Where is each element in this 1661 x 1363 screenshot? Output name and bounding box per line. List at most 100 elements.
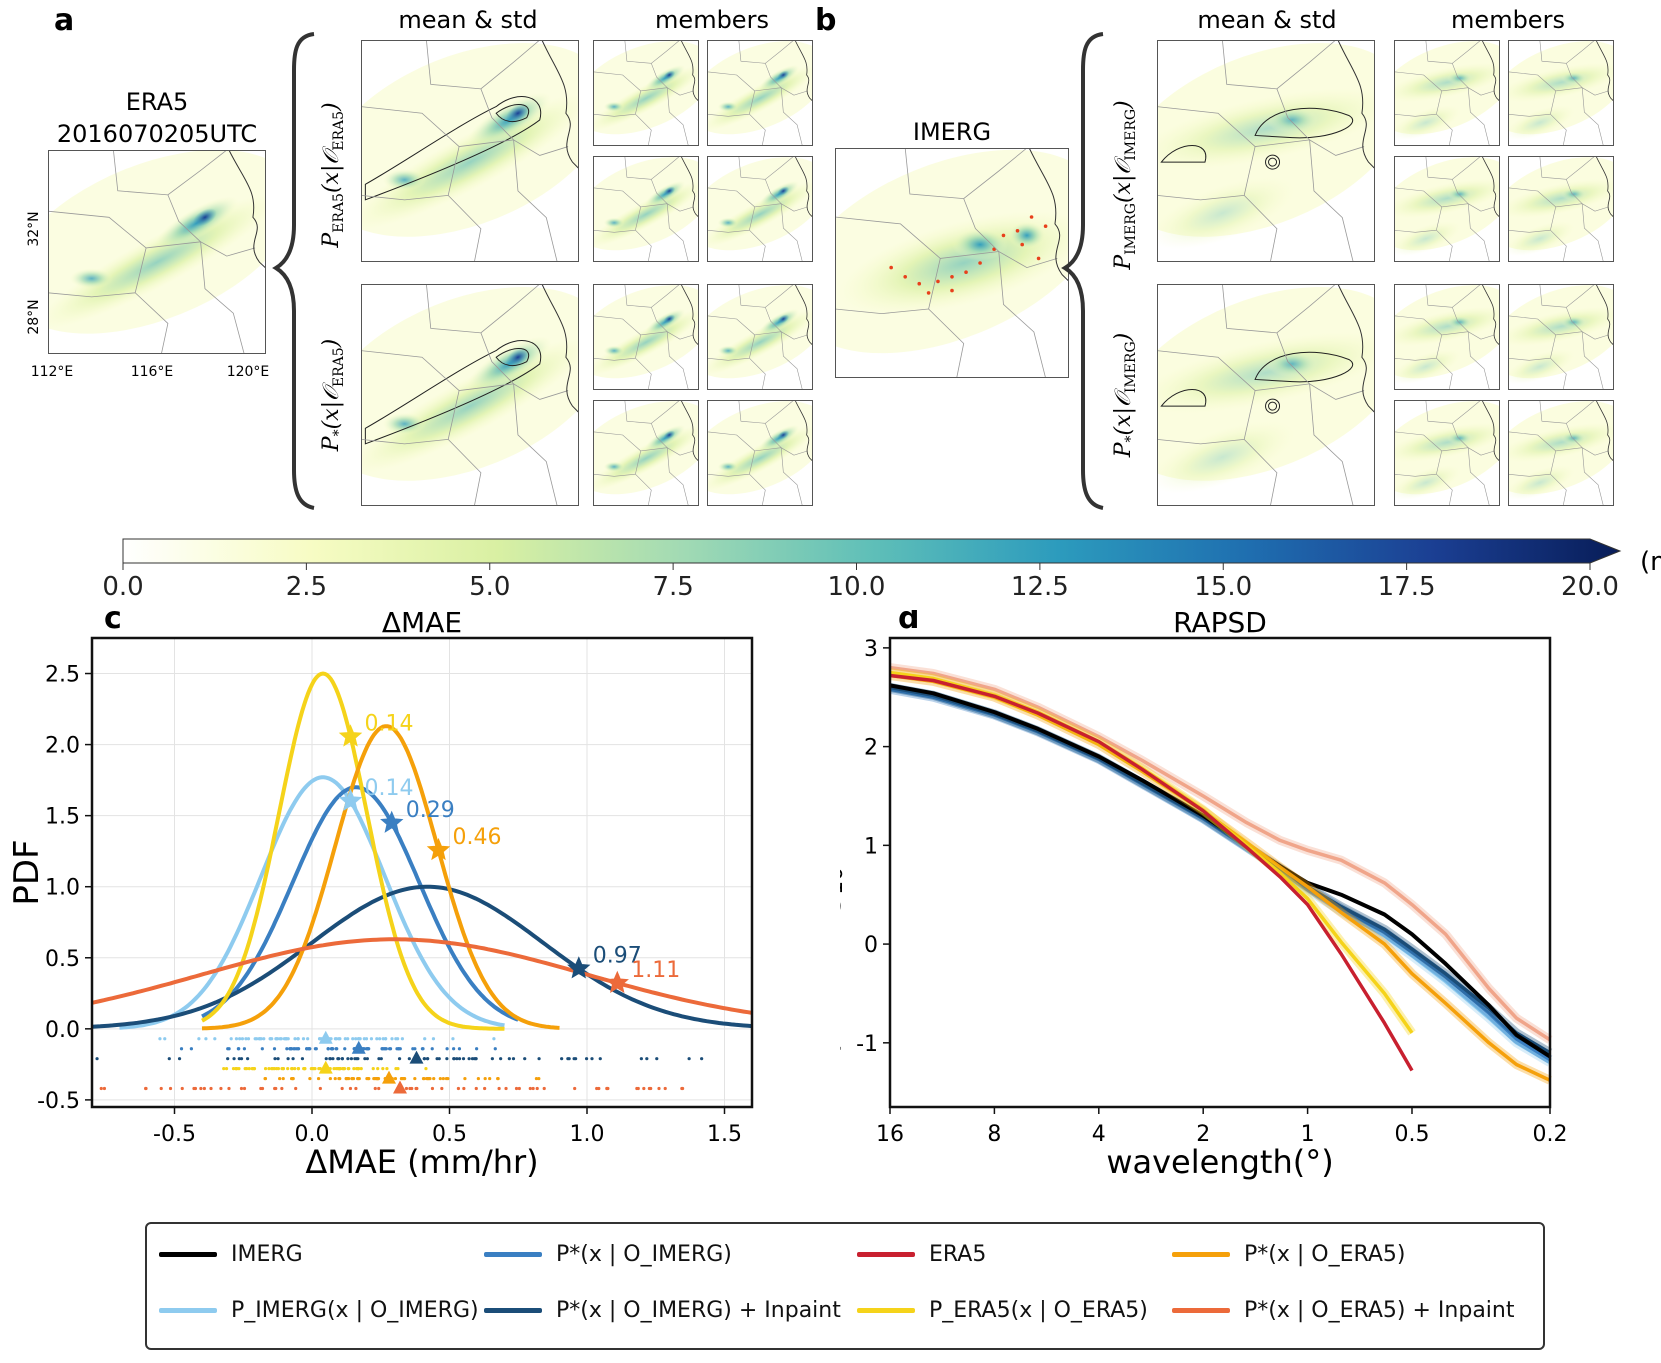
rug-dot <box>293 1047 297 1051</box>
coastline <box>541 284 579 414</box>
rug-dot <box>483 1076 487 1081</box>
rug-dot <box>227 1047 231 1051</box>
province-boundary <box>1394 431 1495 456</box>
panel-a-row2-label: P*(x|𝒪ERA5) <box>319 339 347 452</box>
province-boundary <box>1467 203 1490 262</box>
coastline <box>794 40 813 102</box>
star-marker <box>426 837 451 861</box>
rug-dot <box>324 1057 328 1061</box>
rug-dot <box>235 1067 239 1071</box>
rug-dot <box>291 1057 295 1061</box>
rug-dot <box>517 1086 521 1091</box>
rug-mean-marker <box>382 1070 396 1084</box>
legend-label: P*(x | O_IMERG) + Inpaint <box>556 1298 841 1323</box>
contour-line <box>1265 154 1281 170</box>
province-boundary <box>480 88 514 141</box>
rain-core <box>1447 315 1473 329</box>
panel-a-mean-map-2 <box>361 284 579 506</box>
rug-dot <box>312 1067 316 1071</box>
rug-dot <box>316 1076 321 1081</box>
rug-dot <box>189 1047 193 1051</box>
rain-band <box>1508 465 1575 501</box>
star-marker <box>380 810 404 833</box>
panel-label-d: d <box>898 610 919 636</box>
legend-item-imerg: IMERG <box>159 1242 303 1267</box>
rug-dot <box>247 1067 251 1071</box>
rain-core <box>1447 431 1473 445</box>
rug-dot <box>346 1067 350 1071</box>
rain-peak <box>505 347 530 367</box>
province-boundary <box>1157 106 1365 156</box>
rain-band <box>1157 420 1295 494</box>
y-tick-label: 0.0 <box>45 1018 80 1043</box>
rug-dot <box>326 1047 330 1051</box>
panel-b-members-header: members <box>1451 6 1565 34</box>
map-content <box>48 150 266 354</box>
rug-dot <box>330 1047 334 1051</box>
star-marker <box>605 970 629 993</box>
rug-dot <box>344 1076 348 1081</box>
map-content <box>361 284 579 506</box>
province-boundary <box>651 179 668 204</box>
map-content <box>707 284 813 390</box>
rug-dot <box>340 1086 344 1091</box>
province-boundary <box>593 229 636 233</box>
x-tick-label: 1.5 <box>707 1122 742 1147</box>
coastline <box>680 400 699 462</box>
rug-dot <box>483 1086 487 1091</box>
rug-dot <box>163 1037 167 1041</box>
rain-core <box>382 412 427 435</box>
province-boundary <box>1508 357 1551 361</box>
panel-label-c: c <box>104 610 122 636</box>
province-boundary <box>651 63 668 88</box>
rug-dot <box>263 1067 268 1071</box>
rug-dot <box>95 1057 99 1061</box>
colorbar-tick-label: 2.5 <box>286 572 327 600</box>
legend-swatch <box>1172 1252 1230 1257</box>
rug-dot <box>219 1086 223 1091</box>
province-boundary <box>1550 206 1567 262</box>
rain-band <box>1394 178 1500 219</box>
rug-dot <box>289 1047 294 1051</box>
province-boundary <box>749 334 766 390</box>
panel-a-member-map <box>593 284 699 390</box>
province-boundary <box>765 179 782 204</box>
rug-dot <box>655 1057 659 1061</box>
province-boundary <box>593 113 636 117</box>
rug-dot <box>180 1086 184 1091</box>
rain-band <box>1508 62 1614 103</box>
rug-dot <box>167 1057 171 1061</box>
rug-dot <box>349 1057 354 1061</box>
map-frame <box>1508 400 1614 506</box>
rug-dot <box>598 1057 602 1061</box>
rug-dot <box>397 1047 401 1051</box>
province-boundary <box>928 258 965 378</box>
rug-dot <box>401 1076 405 1081</box>
province-boundary <box>635 206 652 262</box>
map-content <box>1394 40 1500 146</box>
rug-dot <box>426 1076 430 1081</box>
rain-core <box>603 345 625 357</box>
coastline <box>1595 400 1614 462</box>
rug-dot <box>334 1037 339 1041</box>
rug-dot <box>278 1037 282 1041</box>
panel-b-mean-std-header: mean & std <box>1197 6 1336 34</box>
province-boundary <box>1309 383 1354 506</box>
rug-dot <box>296 1047 301 1051</box>
coastline <box>1595 284 1614 346</box>
legend-swatch <box>1172 1308 1230 1313</box>
rug-dot <box>376 1067 380 1071</box>
province-boundary <box>1508 315 1609 340</box>
rug-mean-marker <box>351 1040 366 1054</box>
rug-dot <box>232 1057 236 1061</box>
rain-band <box>593 181 699 248</box>
panel-a-members-header: members <box>655 6 769 34</box>
map-content <box>1157 40 1375 262</box>
legend-item-pstar-imerg: P*(x | O_IMERG) <box>484 1242 732 1267</box>
legend-item-pstar-era5: P*(x | O_ERA5) <box>1172 1242 1406 1267</box>
map-content <box>1394 284 1500 390</box>
legend-swatch <box>484 1308 542 1313</box>
rug-dot <box>286 1057 290 1061</box>
province-boundary <box>1581 203 1604 262</box>
map-frame <box>707 400 813 506</box>
